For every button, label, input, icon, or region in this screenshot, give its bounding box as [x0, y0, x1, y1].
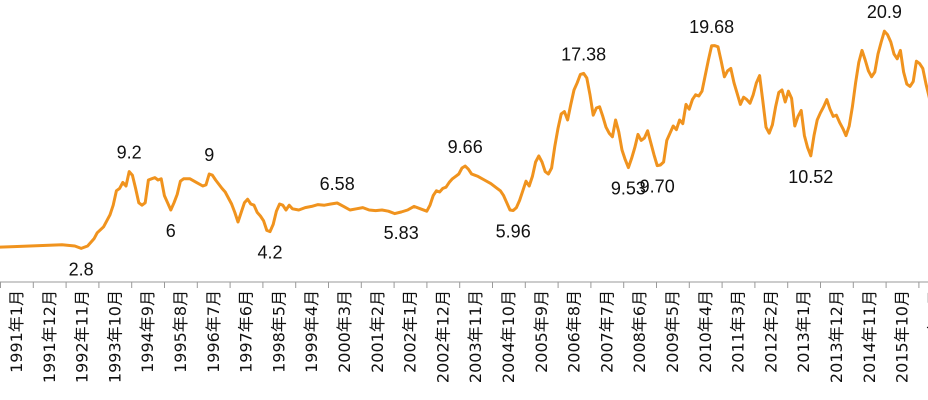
data-label: 20.9 — [867, 2, 902, 22]
data-label: 5.96 — [496, 222, 531, 242]
x-tick-label: 1992年11月 — [73, 290, 92, 383]
x-tick-label: 1994年9月 — [138, 290, 157, 373]
x-axis: 1991年1月 1991年12月 1992年11月 1993年10月 1994年9月 19… — [0, 281, 928, 383]
data-label: 9 — [204, 145, 214, 165]
x-tick-label: 2008年6月 — [630, 290, 649, 373]
x-tick-label: 2001年2月 — [368, 290, 387, 373]
data-label: 9.70 — [640, 177, 675, 197]
x-tick-label: 2015年10月 — [893, 290, 912, 383]
x-tick-label: 2002年12月 — [433, 290, 452, 383]
x-tick-label: 1995年8月 — [171, 290, 190, 373]
series-line-0 — [0, 29, 928, 250]
x-tick-label: 2010年4月 — [696, 290, 715, 373]
x-tick-label: 2012年2月 — [761, 290, 780, 373]
x-tick-label: 1999年4月 — [302, 290, 321, 373]
data-label: 4.2 — [257, 243, 282, 263]
x-tick-label: 2011年3月 — [729, 290, 748, 373]
data-label: 17.38 — [561, 44, 606, 64]
data-label: 9.2 — [117, 143, 142, 163]
plot-area — [0, 29, 928, 250]
x-tick-label: 2005年9月 — [532, 290, 551, 373]
x-tick-label: 2006年8月 — [565, 290, 584, 373]
x-tick-label: 1991年1月 — [7, 290, 26, 373]
data-labels: 2.8 9.2 6 9 4.2 6.58 5.83 9.66 5.96 17.38 9.539.70… — [69, 2, 902, 279]
data-label: 9.66 — [448, 137, 483, 157]
data-label: 5.83 — [384, 223, 419, 243]
data-label: 2.8 — [69, 259, 94, 279]
data-label: 9.53 — [611, 179, 646, 199]
x-tick-label: 2013年12月 — [827, 290, 846, 383]
data-label: 6.58 — [320, 174, 355, 194]
x-tick-label: 1997年6月 — [237, 290, 256, 373]
x-tick-label: 2014年11月 — [860, 290, 879, 383]
data-label: 19.68 — [689, 17, 734, 37]
x-tick-label: 1993年10月 — [105, 290, 124, 383]
x-tick-label: 1998年5月 — [269, 290, 288, 373]
data-label: 6 — [166, 221, 176, 241]
x-tick-label: 2002年1月 — [401, 290, 420, 373]
x-tick-label: 2004年10月 — [499, 290, 518, 383]
data-label: 10.52 — [788, 167, 833, 187]
x-tick-label: 2007年7月 — [597, 290, 616, 373]
x-tick-label: 2009年5月 — [663, 290, 682, 373]
x-tick-label: 1996年7月 — [204, 290, 223, 373]
x-tick-label: 2003年11月 — [466, 290, 485, 383]
x-tick-label: 2000年3月 — [335, 290, 354, 373]
x-tick-label: 2016年9月 — [925, 290, 928, 373]
x-tick-label: 2013年1月 — [794, 290, 813, 373]
x-tick-label: 1991年12月 — [40, 290, 59, 383]
